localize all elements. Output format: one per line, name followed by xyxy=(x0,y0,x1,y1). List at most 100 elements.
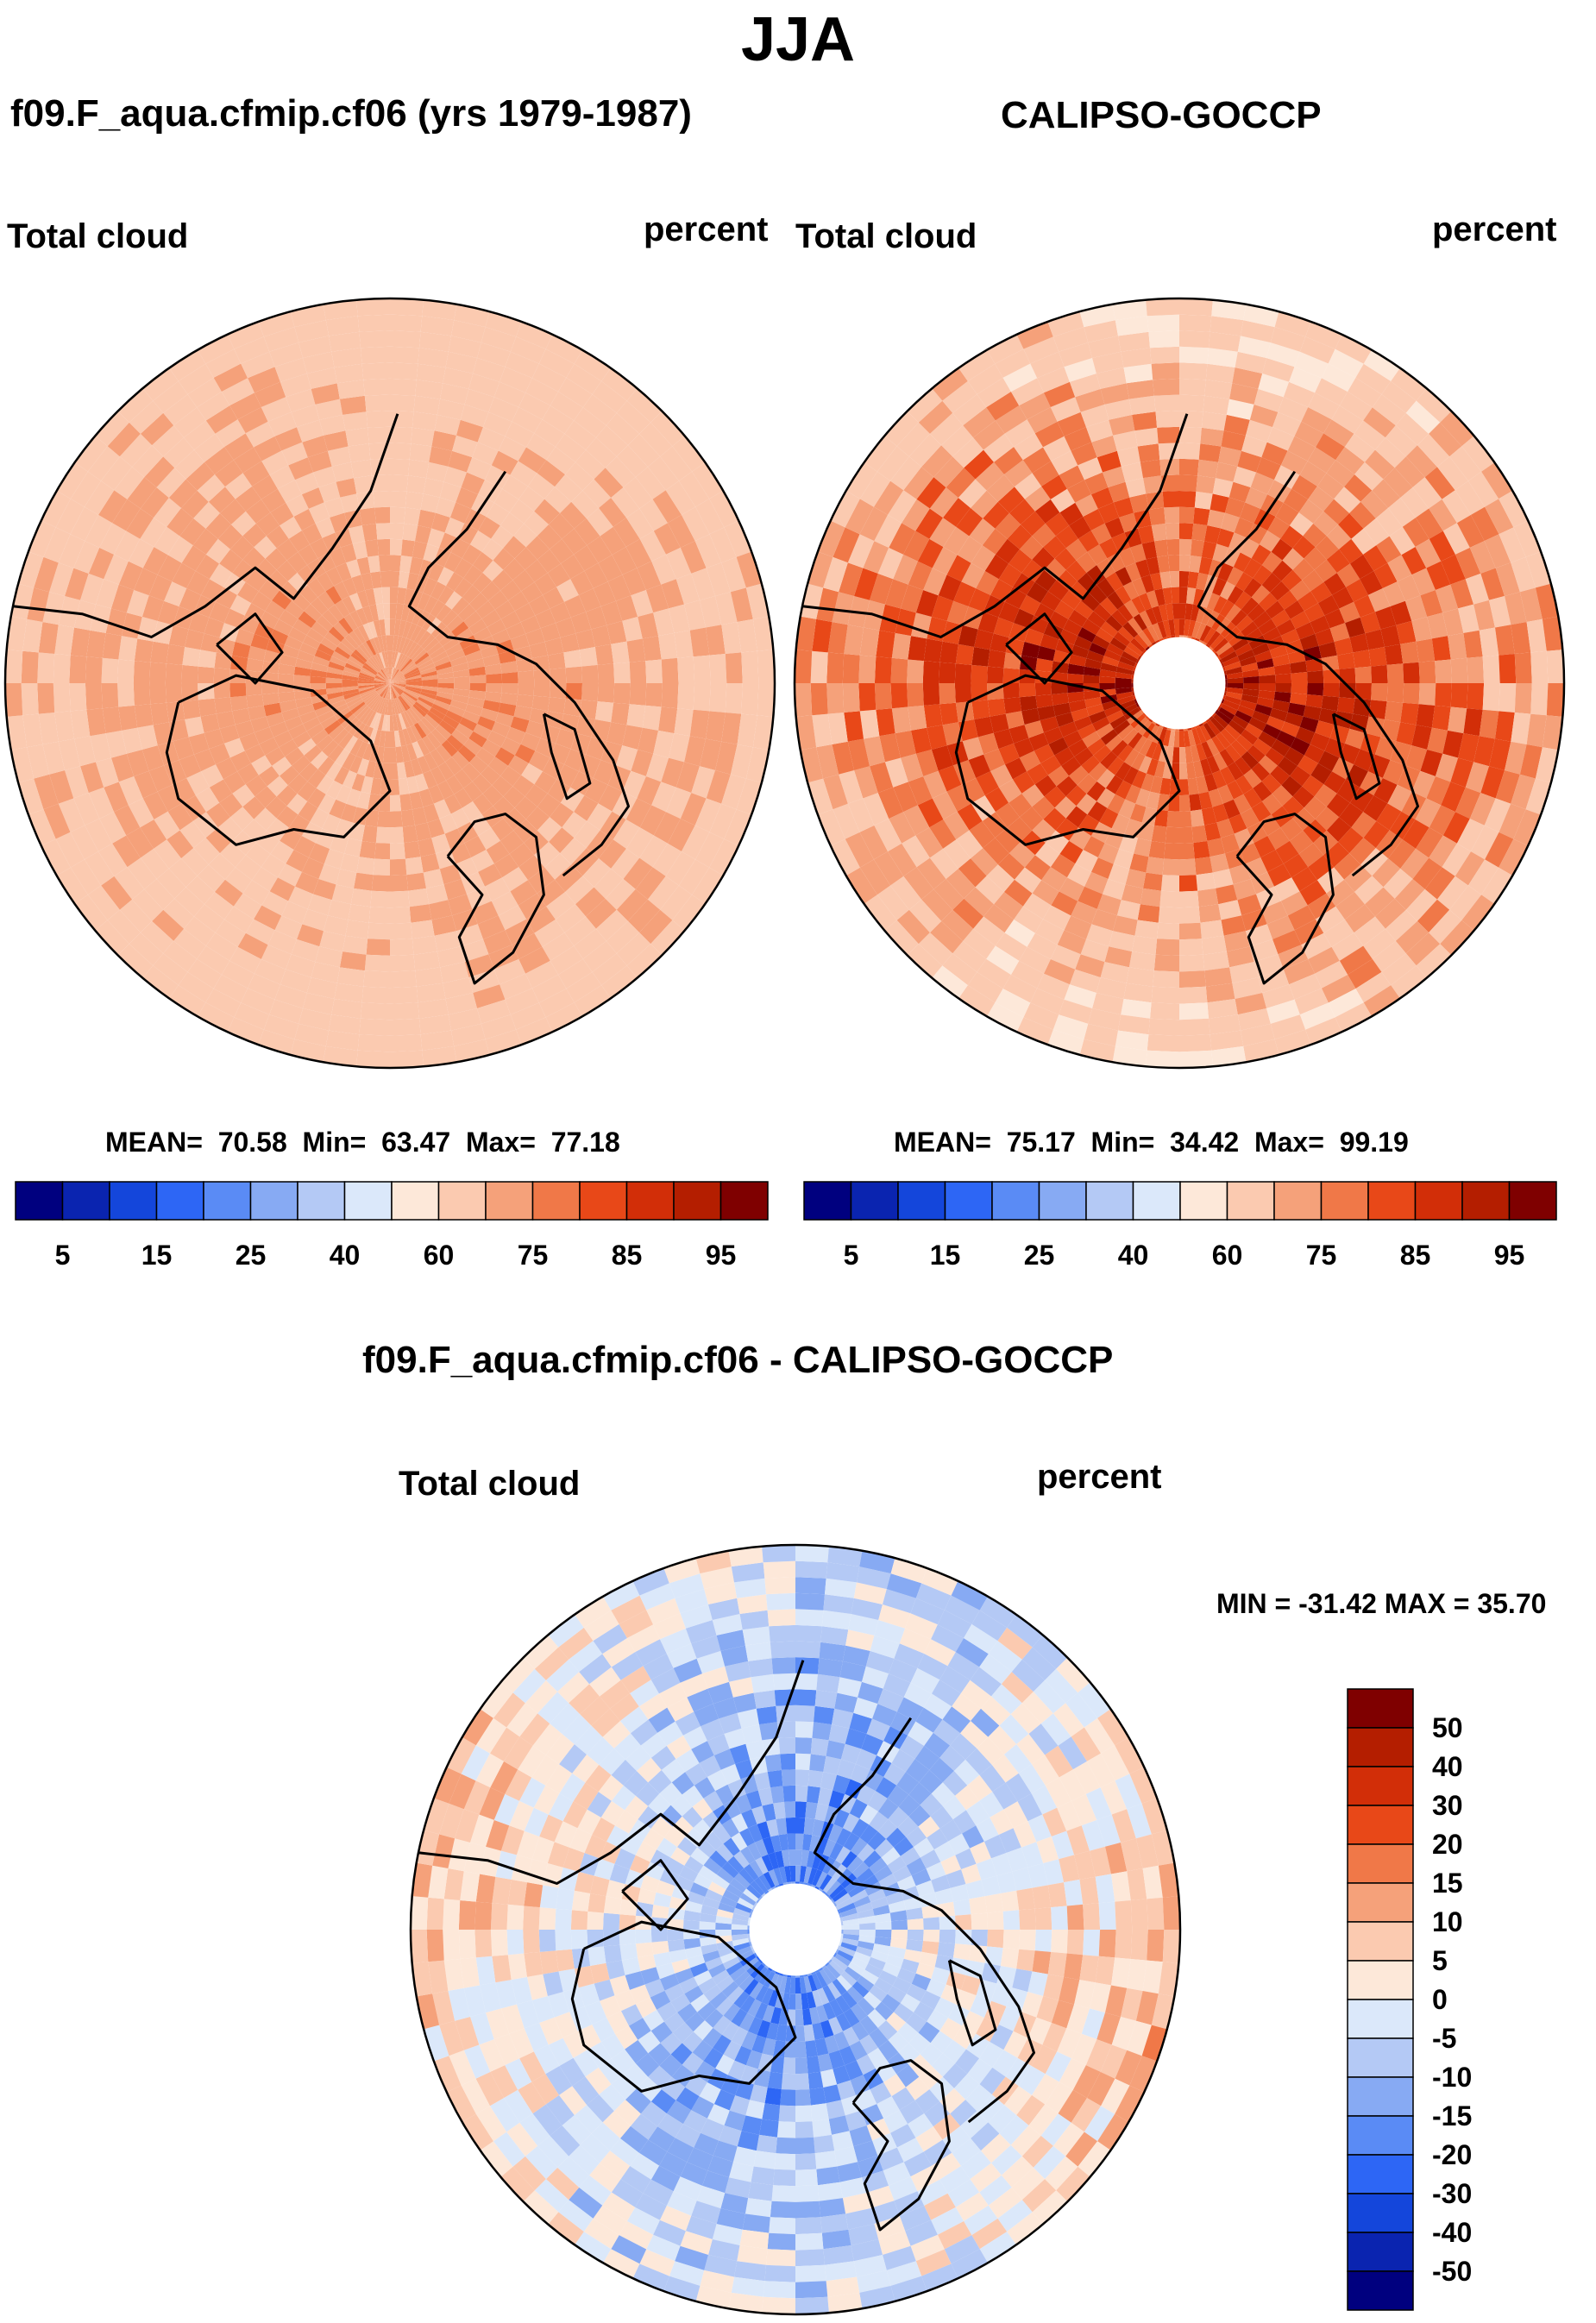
field-cell xyxy=(436,604,452,622)
field-cell xyxy=(1002,1910,1021,1930)
field-cell xyxy=(1267,480,1292,503)
field-cell xyxy=(981,1696,1011,1726)
field-cell xyxy=(390,506,405,524)
field-cell xyxy=(962,1825,984,1849)
field-cell xyxy=(379,618,386,637)
field-cell xyxy=(1354,666,1372,683)
field-cell xyxy=(298,801,318,822)
field-cell xyxy=(1169,570,1179,587)
field-cell xyxy=(1339,392,1373,421)
field-cell xyxy=(374,679,390,683)
field-cell xyxy=(1111,739,1128,757)
field-cell xyxy=(726,1883,744,1898)
field-cell xyxy=(388,683,390,700)
field-cell xyxy=(672,895,706,931)
field-cell xyxy=(1040,755,1061,775)
field-cell xyxy=(117,944,154,978)
field-cell xyxy=(1484,534,1511,568)
field-cell xyxy=(523,1930,540,1954)
field-cell xyxy=(1193,507,1210,525)
field-cell xyxy=(417,756,431,774)
field-cell xyxy=(1291,683,1308,694)
field-cell xyxy=(98,490,128,524)
field-cell xyxy=(105,608,127,637)
field-cell xyxy=(600,1995,621,2018)
field-cell xyxy=(907,388,943,423)
field-cell xyxy=(277,673,294,683)
field-cell xyxy=(470,1814,494,1847)
field-cell xyxy=(570,570,594,595)
field-cell xyxy=(463,738,482,756)
field-cell xyxy=(704,2009,724,2028)
field-cell xyxy=(626,944,663,978)
field-cell xyxy=(500,580,522,601)
field-cell xyxy=(484,691,502,703)
field-cell xyxy=(1096,578,1115,598)
field-cell xyxy=(558,958,593,989)
field-cell xyxy=(317,643,335,656)
field-cell xyxy=(1162,587,1172,605)
field-cell xyxy=(730,587,753,622)
field-cell xyxy=(1337,652,1355,669)
field-cell xyxy=(316,775,334,794)
field-cell xyxy=(965,1800,990,1826)
field-cell xyxy=(1154,760,1166,778)
field-cell xyxy=(356,857,375,876)
field-cell xyxy=(1427,612,1448,639)
field-cell xyxy=(279,700,298,713)
field-cell xyxy=(205,538,230,564)
field-cell xyxy=(1203,951,1230,971)
field-cell xyxy=(326,691,344,700)
field-cell xyxy=(789,1865,795,1882)
field-cell xyxy=(1220,581,1235,600)
field-cell xyxy=(812,618,833,653)
field-cell xyxy=(403,664,418,675)
field-cell xyxy=(1027,1863,1048,1888)
field-cell xyxy=(952,394,987,426)
field-cell xyxy=(405,491,424,510)
field-cell xyxy=(317,591,335,610)
field-cell xyxy=(1054,747,1075,766)
field-cell xyxy=(729,2095,751,2116)
field-cell xyxy=(526,1974,548,2000)
field-cell xyxy=(524,1882,544,1908)
field-cell xyxy=(390,680,406,683)
field-cell xyxy=(867,2009,887,2028)
field-cell xyxy=(524,2023,549,2052)
field-cell xyxy=(205,348,242,378)
field-cell xyxy=(1137,525,1154,544)
field-cell xyxy=(451,320,486,343)
field-cell xyxy=(628,2018,651,2040)
field-cell xyxy=(650,2089,676,2114)
field-cell xyxy=(1245,487,1268,509)
field-cell xyxy=(1107,591,1124,610)
field-cell xyxy=(916,477,946,509)
field-cell xyxy=(473,984,506,1008)
field-cell xyxy=(95,757,119,788)
field-cell xyxy=(451,729,469,745)
field-cell xyxy=(129,932,164,966)
field-cell xyxy=(845,2110,867,2132)
field-cell xyxy=(1223,414,1250,436)
field-cell xyxy=(390,683,404,694)
field-cell xyxy=(653,2219,686,2246)
field-cell xyxy=(276,538,298,561)
field-cell xyxy=(286,494,309,517)
field-cell xyxy=(702,1811,722,1832)
field-cell xyxy=(955,1930,972,1945)
field-cell xyxy=(1166,538,1179,556)
field-cell xyxy=(670,2043,693,2065)
field-cell xyxy=(954,663,972,683)
field-cell xyxy=(1113,849,1134,870)
field-cell xyxy=(411,920,435,939)
field-cell xyxy=(468,969,500,993)
field-cell xyxy=(720,2193,749,2214)
field-cell xyxy=(661,657,679,683)
field-cell xyxy=(692,2040,713,2062)
field-cell xyxy=(166,644,185,665)
field-cell xyxy=(288,457,313,480)
field-cell xyxy=(532,1723,562,1755)
field-cell xyxy=(1096,723,1114,738)
field-cell xyxy=(1146,857,1165,876)
field-cell xyxy=(560,501,587,529)
